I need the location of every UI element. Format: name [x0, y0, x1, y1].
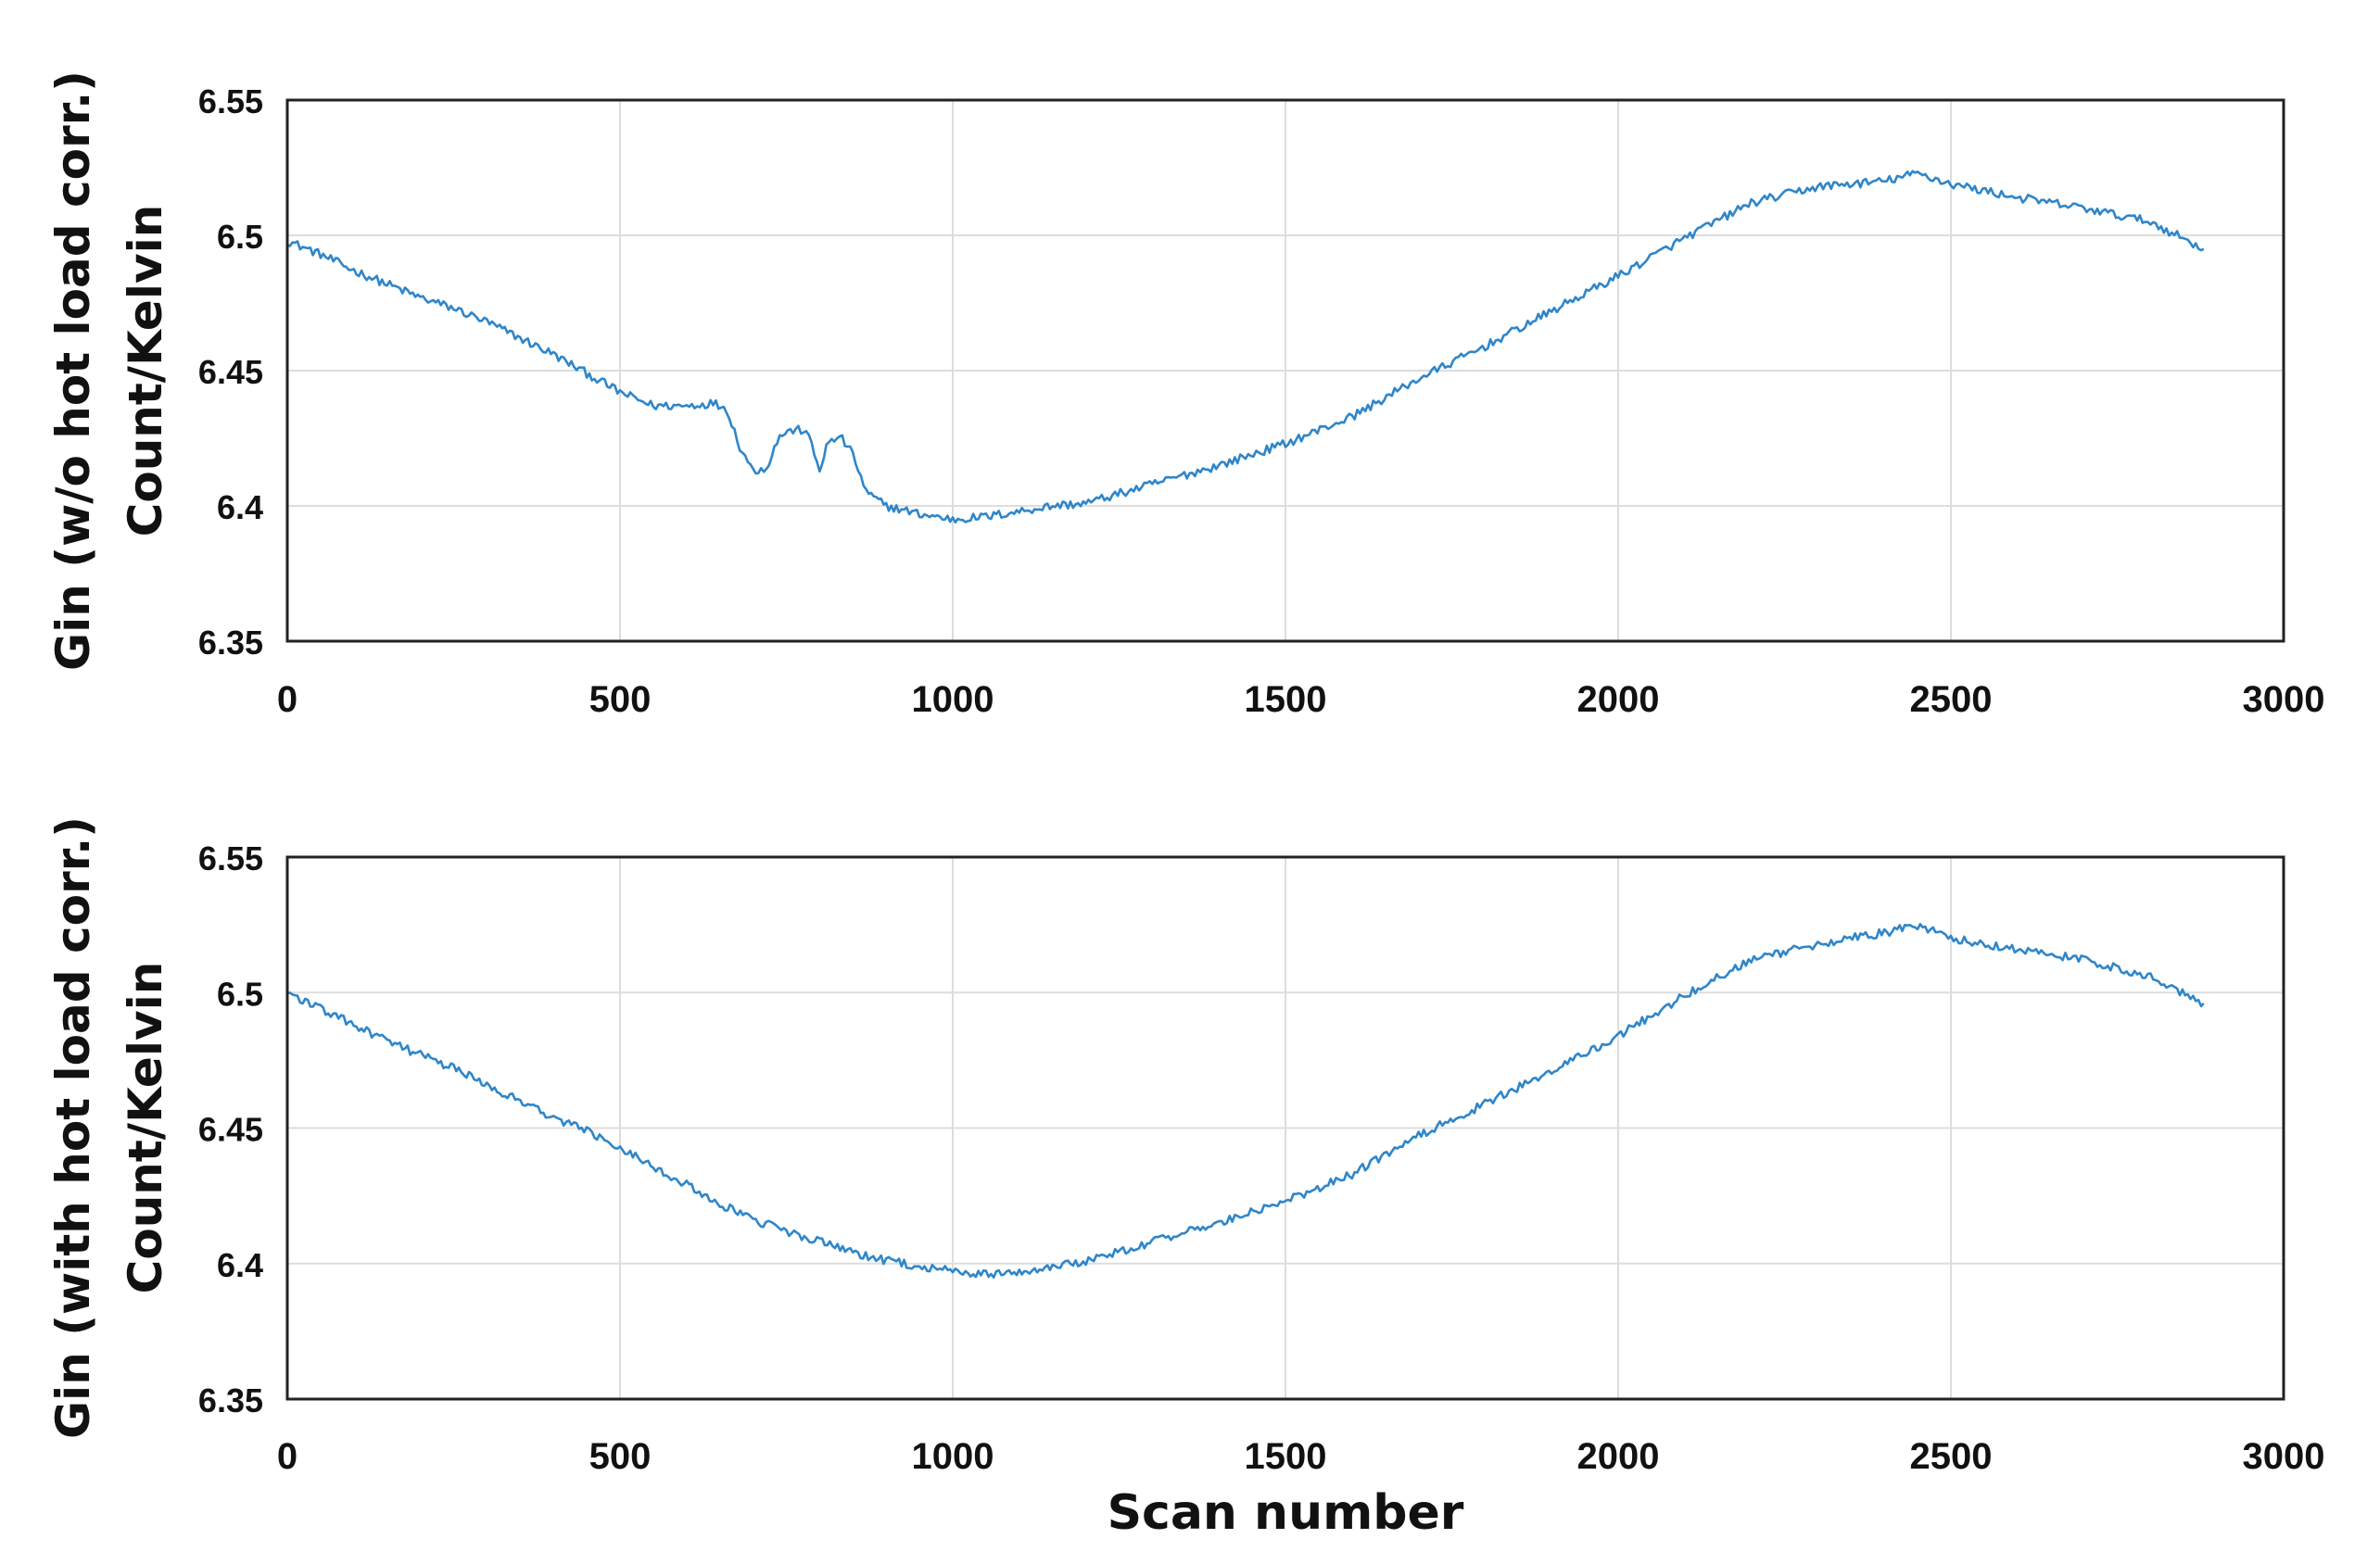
x-tick-label: 3000: [2243, 1436, 2325, 1477]
y-axis-label-line2: Count/Kelvin: [119, 962, 172, 1294]
top-plot-panel: 6.35 6.4 6.45 6.5 6.55 0 500 1000 1500 2000 2500 30…: [46, 70, 2324, 720]
x-tick-label: 2000: [1577, 1436, 1660, 1477]
x-axis-label: Scan number: [1108, 1485, 1464, 1541]
x-tick-label: 500: [589, 679, 652, 720]
bottom-plot-panel: 6.35 6.4 6.45 6.5 6.55 0 500 1000 1500 2000 2500 30…: [46, 816, 2324, 1541]
y-tick-label: 6.4: [217, 488, 263, 526]
y-tick-label: 6.55: [198, 82, 263, 120]
data-series-line: [286, 170, 2205, 524]
x-tick-label: 2500: [1910, 679, 1993, 720]
plot-frame: [285, 98, 2285, 643]
y-tick-label: 6.35: [198, 624, 263, 662]
y-axis-label-line1: Gin (w/o hot load corr.): [46, 70, 100, 671]
x-tick-label: 1000: [912, 1436, 994, 1477]
plot-frame: [285, 855, 2285, 1401]
y-tick-label: 6.5: [217, 218, 263, 256]
x-tick-label: 3000: [2243, 679, 2325, 720]
y-tick-label: 6.4: [217, 1246, 263, 1284]
x-tick-label: 0: [277, 679, 298, 720]
y-tick-label: 6.45: [198, 353, 263, 391]
y-tick-label: 6.35: [198, 1381, 263, 1419]
x-tick-label: 1000: [912, 679, 994, 720]
y-axis-label-line2: Count/Kelvin: [119, 205, 172, 537]
x-tick-label: 1500: [1245, 1436, 1327, 1477]
x-tick-label: 2500: [1910, 1436, 1993, 1477]
data-series-line: [286, 923, 2205, 1279]
x-tick-label: 0: [277, 1436, 298, 1477]
x-tick-label: 1500: [1245, 679, 1327, 720]
x-tick-label: 2000: [1577, 679, 1660, 720]
y-tick-label: 6.45: [198, 1111, 263, 1149]
y-tick-label: 6.55: [198, 839, 263, 877]
x-tick-label: 500: [589, 1436, 652, 1477]
y-axis-label-line1: Gin (with hot load corr.): [46, 816, 100, 1439]
y-tick-label: 6.5: [217, 975, 263, 1013]
